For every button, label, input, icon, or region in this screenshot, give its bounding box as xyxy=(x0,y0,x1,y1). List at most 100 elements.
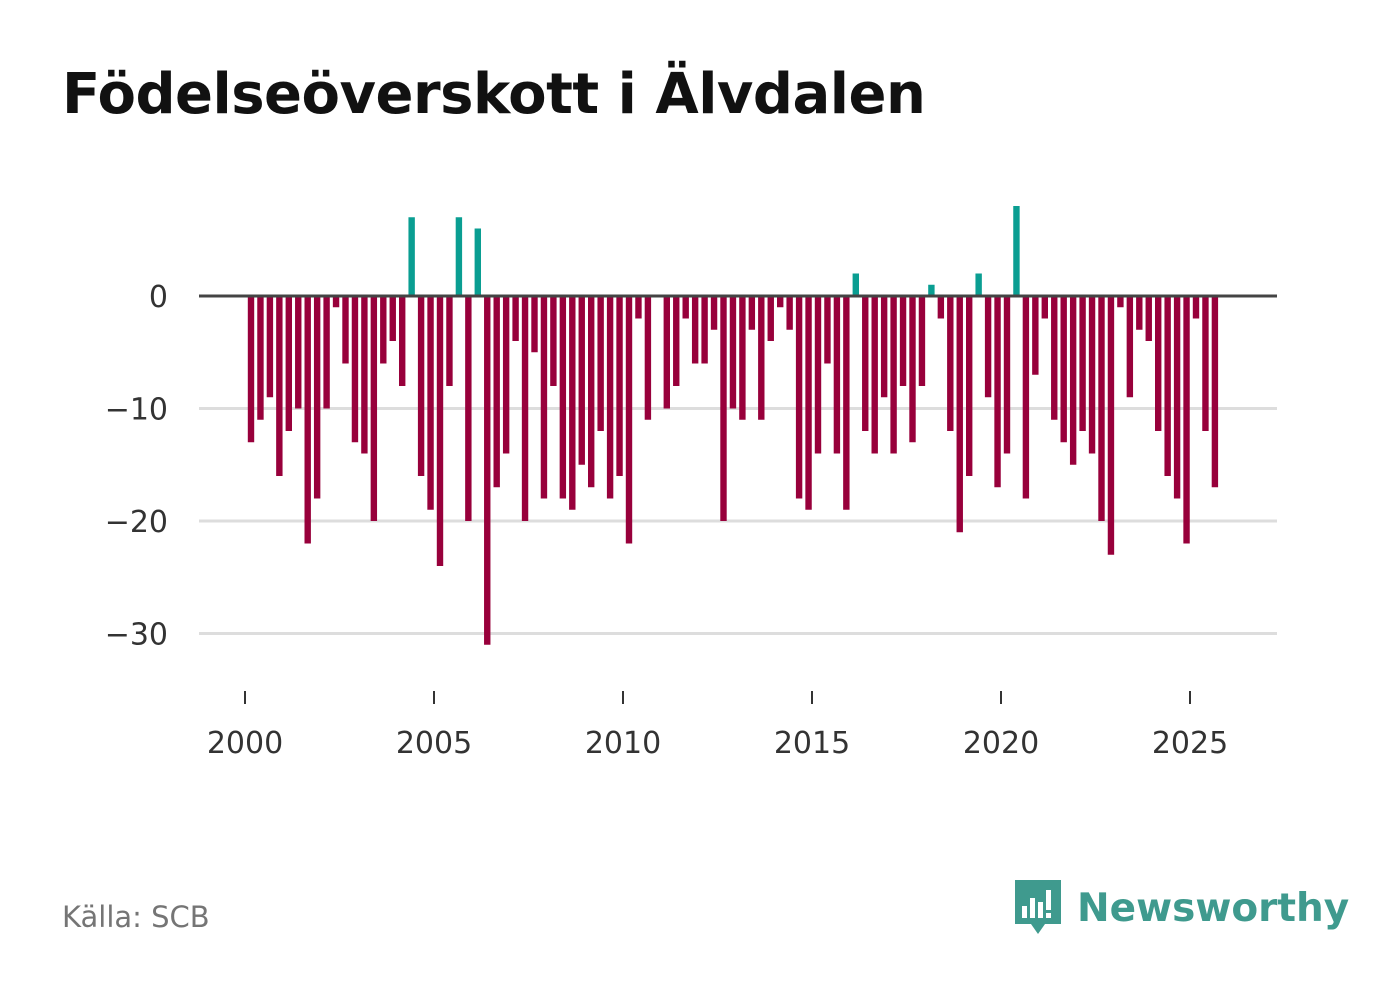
bar xyxy=(805,296,812,510)
bar xyxy=(956,296,963,533)
bar xyxy=(408,217,415,296)
x-tick-label: 2005 xyxy=(396,726,472,761)
bar xyxy=(1088,296,1096,454)
bar xyxy=(361,296,368,454)
bar xyxy=(247,296,255,443)
bar xyxy=(777,296,784,308)
bar xyxy=(1183,296,1190,544)
y-tick-label: −30 xyxy=(105,618,168,653)
bar xyxy=(1003,296,1011,454)
bar xyxy=(682,296,689,319)
bar xyxy=(1107,296,1115,555)
bar xyxy=(427,296,434,510)
brand-name: Newsworthy xyxy=(1077,885,1350,931)
bar xyxy=(843,296,850,510)
y-tick-label: −10 xyxy=(105,393,168,428)
bar xyxy=(1155,296,1162,431)
x-tick-label: 2025 xyxy=(1152,726,1228,761)
bar xyxy=(512,296,519,341)
bar xyxy=(890,296,897,454)
x-tick-label: 2015 xyxy=(774,726,850,761)
bar xyxy=(1098,296,1105,521)
bar xyxy=(1173,296,1181,499)
bar xyxy=(1117,296,1124,308)
bar xyxy=(606,296,614,499)
bar xyxy=(833,296,841,454)
bar xyxy=(899,296,907,386)
bar xyxy=(276,296,283,476)
bar xyxy=(1060,296,1067,443)
y-tick-label: 0 xyxy=(149,280,168,315)
x-tick-label: 2000 xyxy=(207,726,283,761)
bar xyxy=(947,296,954,431)
bar xyxy=(540,296,548,499)
bar xyxy=(474,228,481,296)
bar xyxy=(984,296,992,398)
bar xyxy=(569,296,576,510)
bar xyxy=(928,284,935,296)
bar xyxy=(795,296,803,499)
bar xyxy=(729,296,737,409)
brand-logo[interactable]: Newsworthy xyxy=(1011,876,1349,940)
bar xyxy=(862,296,869,431)
bar xyxy=(673,296,680,386)
bar xyxy=(1032,296,1039,375)
bar xyxy=(994,296,1001,488)
bar xyxy=(1126,296,1134,398)
bar xyxy=(465,296,472,521)
bar xyxy=(1145,296,1152,341)
bar xyxy=(1051,296,1058,420)
bar xyxy=(1136,296,1143,330)
bar xyxy=(644,296,652,420)
bar xyxy=(814,296,822,454)
bar xyxy=(710,296,718,330)
bar xyxy=(370,296,378,521)
bar xyxy=(597,296,604,431)
bar xyxy=(767,296,774,341)
bar xyxy=(531,296,538,353)
bar xyxy=(748,296,756,330)
bar xyxy=(417,296,425,476)
y-axis: 0 −10 −20 −30 xyxy=(105,280,168,653)
bar xyxy=(351,296,359,443)
bar xyxy=(880,296,888,398)
source-note: Källa: SCB xyxy=(62,900,210,934)
bar xyxy=(380,296,387,364)
y-tick-label: −20 xyxy=(105,505,168,540)
bar xyxy=(918,296,926,386)
bar xyxy=(446,296,453,386)
bar xyxy=(502,296,510,454)
bar xyxy=(701,296,708,364)
bar xyxy=(824,296,831,364)
bar xyxy=(1192,296,1200,319)
chart-title: Födelseöverskott i Älvdalen xyxy=(62,62,926,127)
bar xyxy=(720,296,727,521)
bar xyxy=(304,296,311,544)
bar xyxy=(909,296,916,443)
bar xyxy=(1079,296,1086,431)
bar xyxy=(313,296,321,499)
bar xyxy=(852,273,859,296)
bar xyxy=(1164,296,1171,476)
x-tick-label: 2020 xyxy=(963,726,1039,761)
bar xyxy=(786,296,793,330)
bar xyxy=(937,296,945,319)
bar xyxy=(578,296,585,465)
bar xyxy=(616,296,623,476)
bar xyxy=(559,296,567,499)
newsworthy-logo-icon xyxy=(1015,880,1061,934)
bars xyxy=(247,206,1219,645)
bar xyxy=(663,296,670,409)
bar xyxy=(1041,296,1048,319)
bar xyxy=(342,296,349,364)
bar xyxy=(1211,296,1219,488)
bar xyxy=(389,296,396,341)
bar xyxy=(1202,296,1209,431)
bar xyxy=(975,273,982,296)
bar xyxy=(266,296,274,398)
x-axis: 2000 2005 2010 2015 2020 2025 xyxy=(207,691,1228,761)
bar xyxy=(455,217,463,296)
bar xyxy=(588,296,595,488)
bar xyxy=(484,296,491,645)
bar xyxy=(399,296,406,386)
